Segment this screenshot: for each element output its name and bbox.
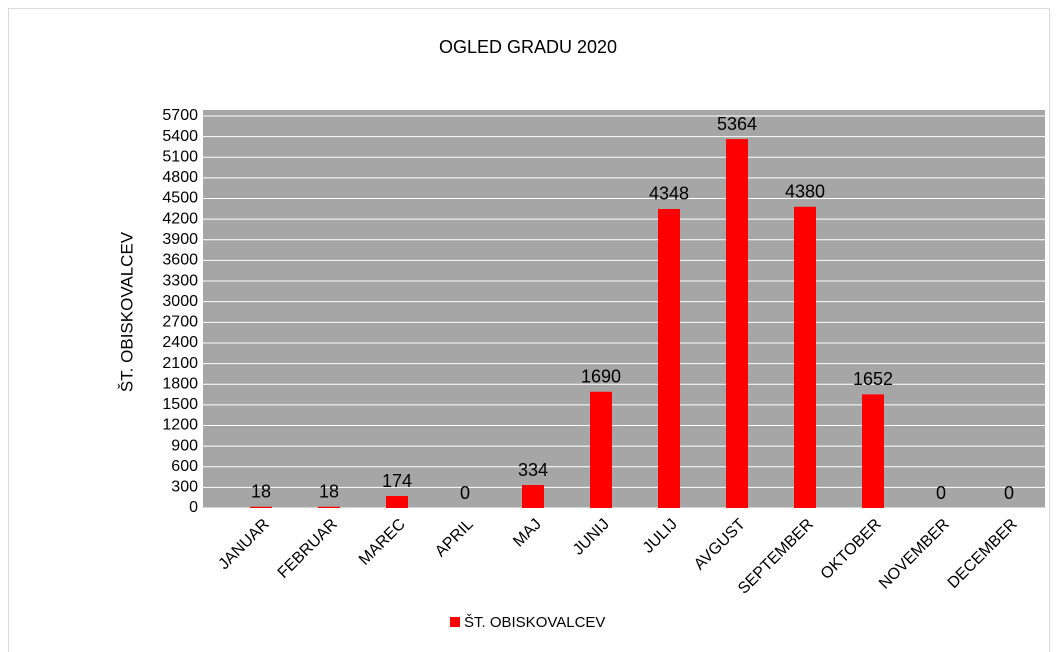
- data-label: 0: [936, 483, 946, 503]
- data-label: 18: [251, 482, 271, 502]
- y-tick-label: 2400: [162, 334, 198, 351]
- bar: [522, 485, 544, 508]
- y-tick-label: 4800: [162, 169, 198, 186]
- data-label: 4380: [785, 182, 825, 202]
- bar: [250, 506, 272, 508]
- y-tick-label: 2100: [162, 355, 198, 372]
- y-tick-label: 3900: [162, 231, 198, 248]
- plot-area: [203, 110, 1045, 508]
- bar: [318, 506, 340, 508]
- y-tick-label: 3300: [162, 272, 198, 289]
- bar: [794, 206, 816, 509]
- bar: [726, 139, 748, 508]
- y-tick-label: 5100: [162, 148, 198, 165]
- y-tick-label: 1500: [162, 396, 198, 413]
- data-label: 0: [1004, 483, 1014, 503]
- y-tick-label: 5700: [162, 107, 198, 124]
- y-tick-label: 300: [171, 479, 198, 496]
- bar: [862, 394, 884, 508]
- data-label: 1690: [581, 367, 621, 387]
- data-label: 1652: [853, 369, 893, 389]
- y-tick-label: 600: [171, 458, 198, 475]
- data-label: 174: [382, 471, 412, 491]
- y-tick-label: 4500: [162, 190, 198, 207]
- y-tick-label: 3000: [162, 293, 198, 310]
- bar: [590, 391, 612, 508]
- data-label: 18: [319, 482, 339, 502]
- y-tick-label: 0: [189, 499, 198, 516]
- legend-swatch: [450, 617, 460, 627]
- y-tick-label: 1200: [162, 417, 198, 434]
- bar: [658, 208, 680, 508]
- y-tick-label: 3600: [162, 252, 198, 269]
- data-label: 4348: [649, 184, 689, 204]
- data-label: 5364: [717, 114, 757, 134]
- y-axis-title: ŠT. OBISKOVALCEV: [117, 231, 136, 392]
- y-tick-label: 900: [171, 437, 198, 454]
- bar: [386, 496, 408, 508]
- chart-title: OGLED GRADU 2020: [439, 37, 617, 57]
- data-label: 334: [518, 460, 548, 480]
- y-tick-label: 4200: [162, 210, 198, 227]
- y-tick-label: 1800: [162, 375, 198, 392]
- legend-label: ŠT. OBISKOVALCEV: [464, 614, 605, 631]
- y-tick-label: 5400: [162, 128, 198, 145]
- data-label: 0: [460, 483, 470, 503]
- y-tick-label: 2700: [162, 314, 198, 331]
